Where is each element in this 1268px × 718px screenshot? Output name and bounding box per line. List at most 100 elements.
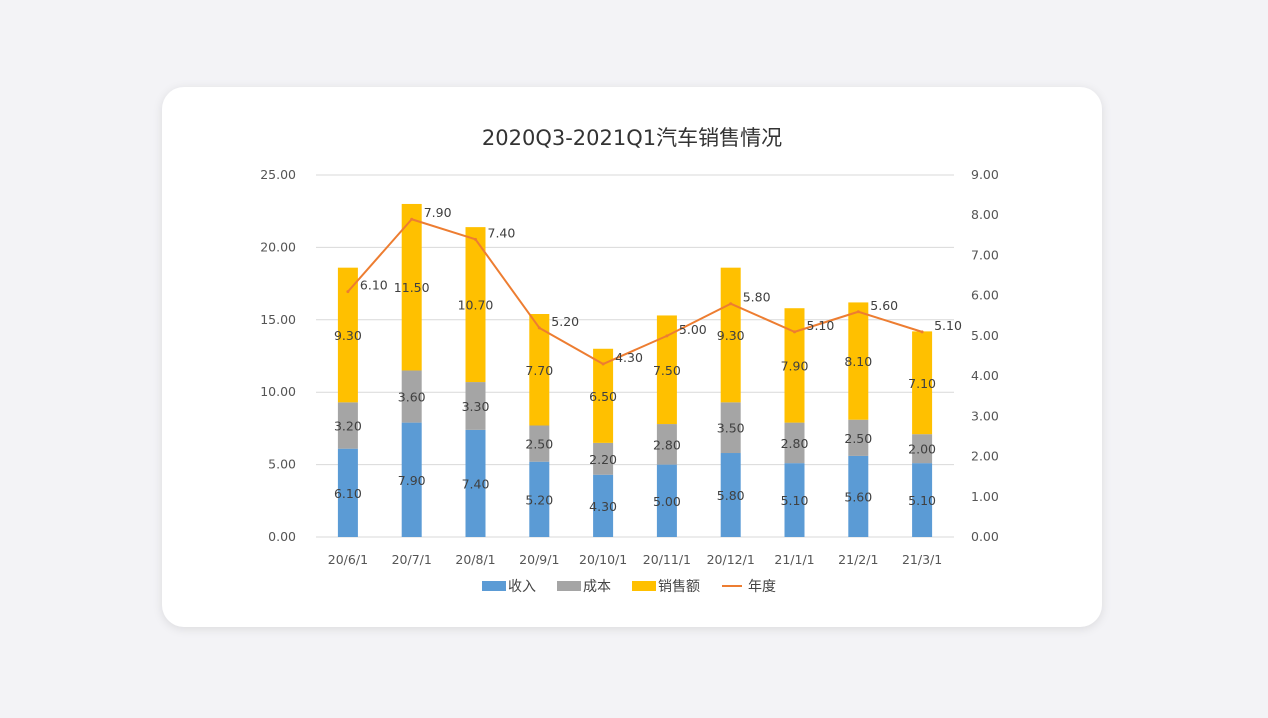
x-tick-label: 20/11/1	[643, 552, 691, 567]
bar-segment	[912, 463, 933, 537]
y2-tick-label: 9.00	[971, 167, 999, 182]
bar-segment	[465, 382, 486, 430]
line-series	[347, 218, 923, 366]
y-tick-label: 15.00	[260, 312, 296, 327]
chart-card: 2020Q3-2021Q1汽车销售情况 6.10 3.20 9.30 7.90 3.60…	[162, 87, 1102, 627]
y2-tick-label: 2.00	[971, 449, 999, 464]
data-label: 5.60	[844, 489, 872, 504]
y-tick-label: 20.00	[260, 239, 296, 254]
data-label: 4.30	[589, 499, 617, 514]
y-tick-label: 0.00	[268, 529, 296, 544]
bar-segment	[529, 314, 550, 426]
data-label: 6.50	[589, 389, 617, 404]
bar-segment	[401, 370, 422, 423]
stacked-bar-line-chart: 2020Q3-2021Q1汽车销售情况 6.10 3.20 9.30 7.90 3.60…	[260, 126, 999, 595]
x-tick-label: 20/8/1	[455, 552, 495, 567]
data-label: 2.20	[589, 452, 617, 467]
y2-tick-label: 0.00	[971, 529, 999, 544]
y-tick-label: 5.00	[268, 457, 296, 472]
line-data-label: 7.40	[488, 225, 516, 240]
line-point	[346, 290, 350, 294]
data-label: 3.30	[462, 399, 490, 414]
y2-tick-label: 3.00	[971, 408, 999, 423]
y2-tick-label: 6.00	[971, 288, 999, 303]
legend-label: 年度	[748, 579, 776, 595]
data-label: 3.20	[334, 419, 362, 434]
bar-segment	[720, 267, 741, 403]
legend-label: 收入	[508, 579, 536, 595]
data-label: 5.00	[653, 494, 681, 509]
line-data-label: 5.00	[679, 322, 707, 337]
legend-swatch	[632, 581, 656, 591]
line-point	[920, 330, 924, 334]
bar-segment	[465, 429, 486, 537]
bar-segment	[465, 227, 486, 383]
x-tick-label: 20/9/1	[519, 552, 559, 567]
x-tick-label: 20/7/1	[392, 552, 432, 567]
y2-tick-label: 1.00	[971, 489, 999, 504]
data-label: 2.00	[908, 442, 936, 457]
bar-segment	[784, 308, 805, 423]
bar-segment	[784, 422, 805, 464]
line-data-label: 5.80	[743, 290, 771, 305]
line-point	[537, 326, 541, 330]
data-label: 11.50	[394, 280, 430, 295]
bar-segment	[337, 267, 358, 403]
data-label: 2.50	[525, 437, 553, 452]
data-label: 2.80	[653, 437, 681, 452]
line-data-label: 5.20	[551, 314, 579, 329]
y-tick-label: 10.00	[260, 384, 296, 399]
bar-segment	[529, 425, 550, 462]
bar-segment	[848, 302, 869, 420]
y2-tick-label: 5.00	[971, 328, 999, 343]
line-data-label: 5.10	[807, 318, 835, 333]
data-label: 10.70	[458, 298, 494, 313]
data-label: 5.20	[525, 492, 553, 507]
data-label: 7.70	[525, 363, 553, 378]
legend-swatch	[482, 581, 506, 591]
data-label: 7.90	[781, 358, 809, 373]
bar-segment	[912, 331, 933, 435]
data-label: 3.50	[717, 421, 745, 436]
bar-segment	[656, 315, 677, 425]
bar-segment	[337, 402, 358, 449]
legend-label: 销售额	[658, 579, 700, 595]
line-point	[410, 217, 414, 221]
data-label: 5.10	[908, 493, 936, 508]
line-data-label: 6.10	[360, 278, 388, 293]
bar-segment	[337, 448, 358, 537]
bar-segment	[848, 419, 869, 456]
line-data-label: 7.90	[424, 205, 452, 220]
line-point	[856, 310, 860, 314]
bar-segment	[848, 455, 869, 537]
line-point	[793, 330, 796, 334]
data-label: 7.40	[462, 476, 490, 491]
x-tick-label: 20/12/1	[707, 552, 755, 567]
data-label: 8.10	[844, 354, 872, 369]
data-label: 7.10	[908, 376, 936, 391]
chart-title: 2020Q3-2021Q1汽车销售情况	[482, 126, 782, 150]
data-label: 6.10	[334, 486, 362, 501]
data-label: 9.30	[717, 328, 745, 343]
line-point	[474, 237, 477, 241]
x-tick-label: 20/10/1	[579, 552, 627, 567]
data-label: 7.90	[398, 473, 426, 488]
x-tick-label: 21/3/1	[902, 552, 942, 567]
bar-segment	[593, 474, 614, 537]
line-data-label: 5.60	[870, 298, 898, 313]
bar-segment	[656, 424, 677, 465]
data-label: 9.30	[334, 328, 362, 343]
bar-segment	[401, 422, 422, 537]
x-tick-label: 21/1/1	[774, 552, 814, 567]
data-label: 5.80	[717, 488, 745, 503]
y-tick-label: 25.00	[260, 167, 296, 182]
bar-segment	[784, 463, 805, 537]
bar-segment	[593, 442, 614, 475]
line-data-label: 5.10	[934, 318, 962, 333]
bar-segment	[656, 464, 677, 537]
legend-label: 成本	[583, 579, 611, 595]
bar-segment	[720, 402, 741, 454]
x-tick-label: 20/6/1	[328, 552, 368, 567]
bar-segment	[593, 348, 614, 443]
line-point	[601, 362, 605, 366]
